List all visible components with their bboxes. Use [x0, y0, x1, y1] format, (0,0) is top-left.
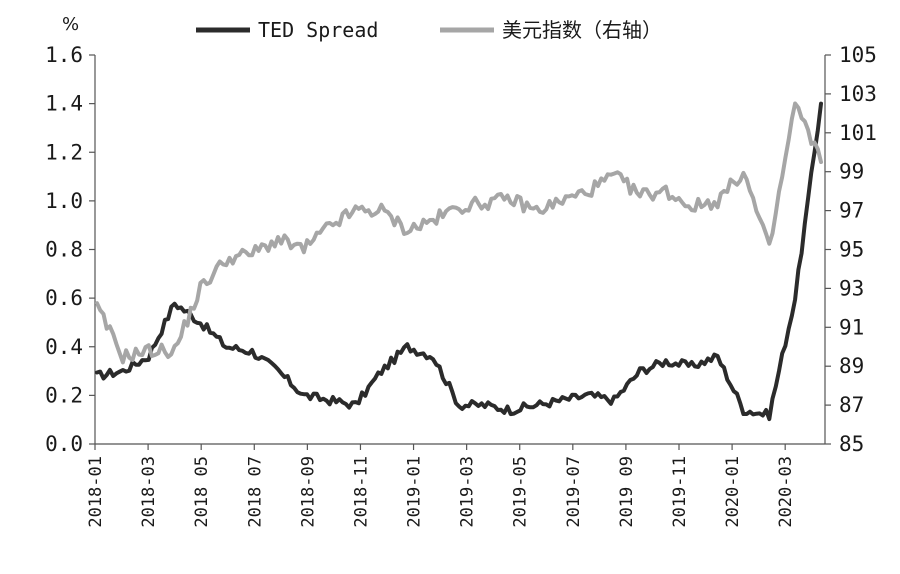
series-line-usd-index — [95, 101, 823, 365]
x-tick-label: 2019-07 — [564, 456, 584, 528]
x-tick-label: 2018 07 — [245, 456, 265, 528]
x-tick-label: 2018 05 — [192, 456, 212, 528]
left-tick-label: 0.2 — [45, 383, 83, 407]
x-tick-label: 2018-03 — [139, 456, 159, 528]
x-tick-label: 2018-01 — [86, 456, 106, 528]
x-tick-label: 2020-03 — [776, 456, 796, 528]
left-tick-label: 1.0 — [45, 189, 83, 213]
left-tick-label: 0.6 — [45, 286, 83, 310]
legend-label-ted: TED Spread — [258, 18, 378, 42]
x-tick-label: 2019-05 — [511, 456, 531, 528]
x-tick-label: 2018-09 — [298, 456, 318, 528]
left-tick-label: 1.4 — [45, 92, 83, 116]
x-tick-label: 2018-11 — [351, 456, 371, 528]
left-tick-label: 1.2 — [45, 140, 83, 164]
right-tick-label: 101 — [839, 121, 877, 145]
right-tick-label: 87 — [839, 393, 864, 417]
x-tick-label: 2020-01 — [723, 456, 743, 528]
left-tick-label: 0.0 — [45, 432, 83, 456]
left-tick-label: 1.6 — [45, 43, 83, 67]
x-tick-label: 2019-11 — [670, 456, 690, 528]
left-axis-unit: % — [62, 14, 79, 35]
left-tick-label: 0.8 — [45, 238, 83, 262]
series-line-ted-spread — [95, 101, 823, 422]
left-tick-label: 0.4 — [45, 335, 83, 359]
right-tick-label: 105 — [839, 43, 877, 67]
right-tick-label: 99 — [839, 160, 864, 184]
right-tick-label: 95 — [839, 238, 864, 262]
right-tick-label: 89 — [839, 354, 864, 378]
right-tick-label: 93 — [839, 276, 864, 300]
legend-label-usd: 美元指数（右轴） — [502, 18, 662, 42]
x-tick-label: 2019 09 — [617, 456, 637, 528]
right-tick-label: 91 — [839, 315, 864, 339]
right-tick-label: 103 — [839, 82, 877, 106]
right-tick-label: 85 — [839, 432, 864, 456]
x-tick-label: 2019-03 — [458, 456, 478, 528]
x-tick-label: 2019-01 — [405, 456, 425, 528]
legend: TED Spread 美元指数（右轴） — [196, 18, 662, 42]
right-tick-label: 97 — [839, 199, 864, 223]
